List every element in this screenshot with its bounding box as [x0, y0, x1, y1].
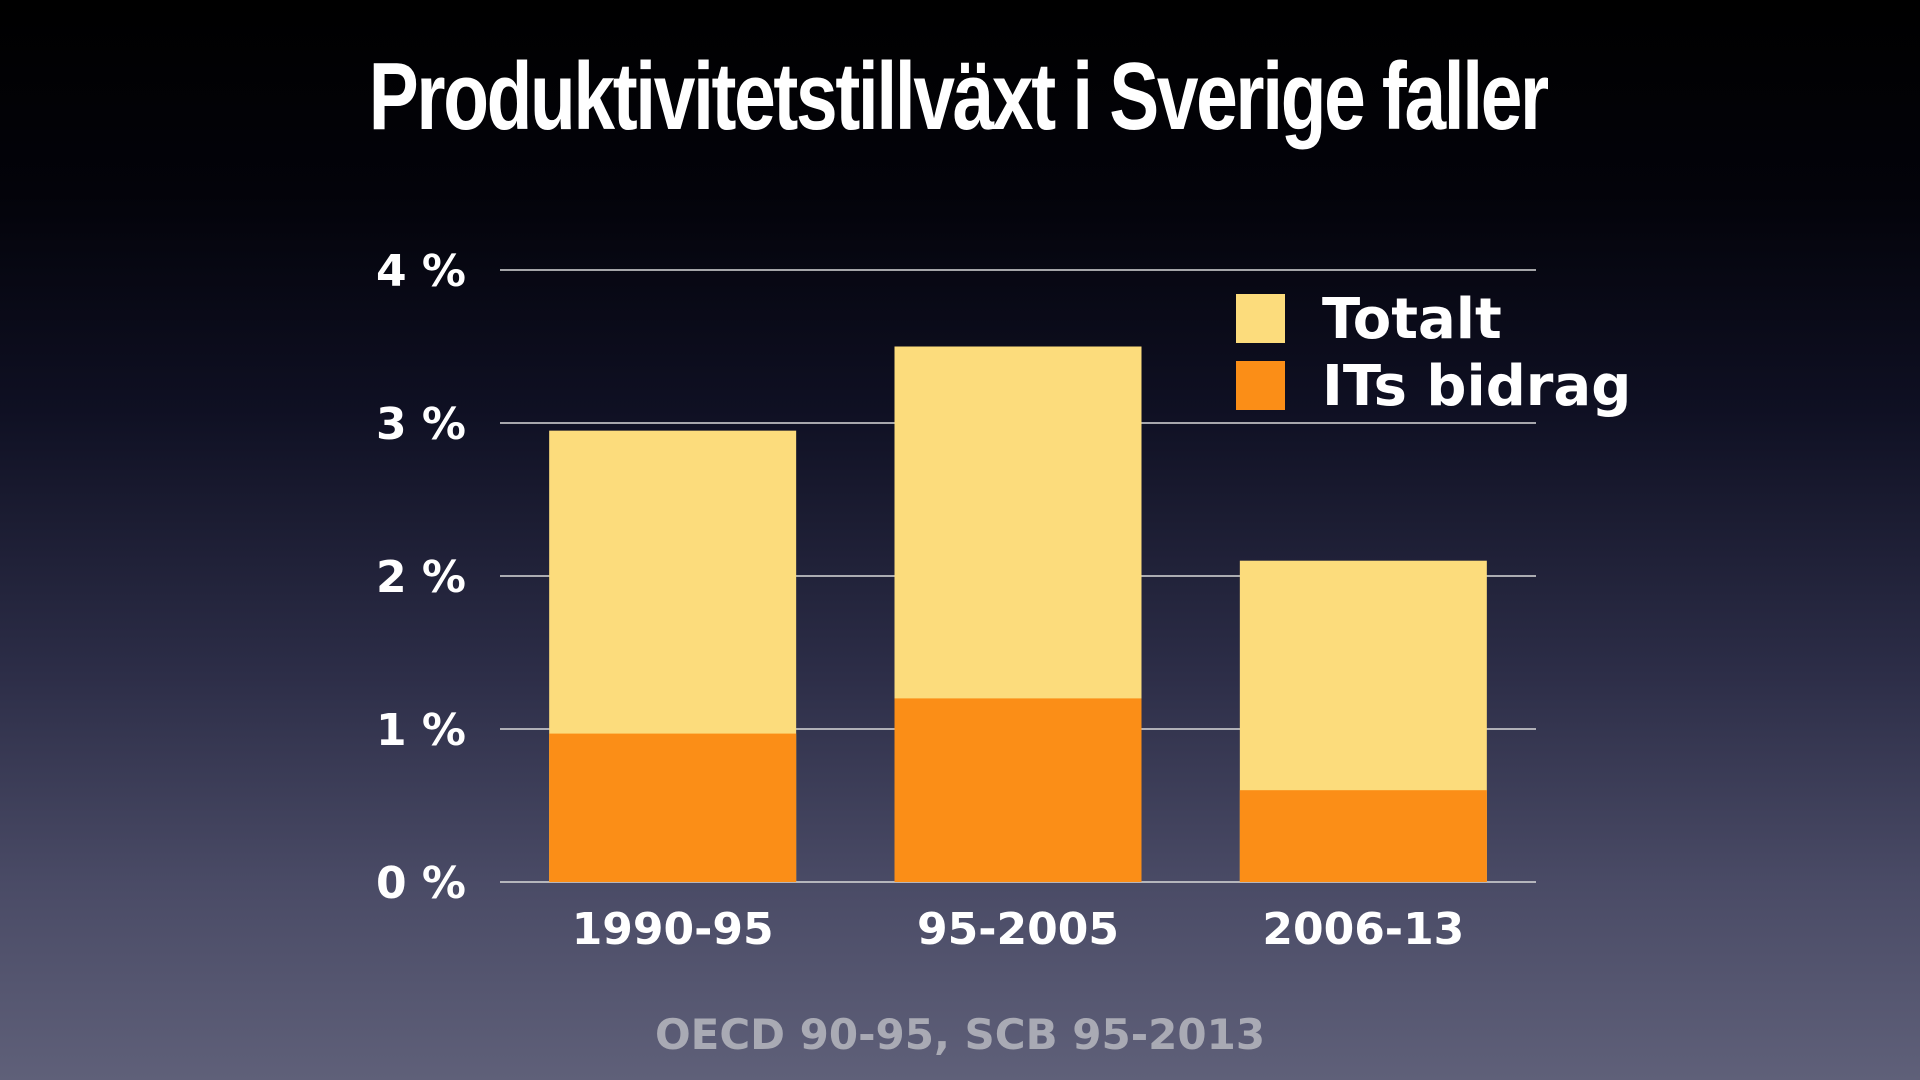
legend-label: Totalt [1322, 287, 1502, 352]
bars [549, 346, 1487, 882]
y-tick-label: 3 % [376, 399, 466, 450]
category-label: 1990-95 [572, 904, 774, 955]
legend-swatch-totalt [1236, 294, 1285, 343]
category-labels: 1990-95 95-2005 2006-13 [572, 904, 1465, 955]
y-tick-label: 1 % [376, 705, 466, 756]
y-tick-label: 0 % [376, 858, 466, 909]
bar-its-bidrag [1239, 790, 1487, 882]
y-tick-label: 4 % [376, 246, 466, 297]
legend-label: ITs bidrag [1322, 354, 1631, 419]
category-label: 95-2005 [917, 904, 1119, 955]
category-label: 2006-13 [1262, 904, 1464, 955]
y-tick-labels: 0 % 1 % 2 % 3 % 4 % [376, 246, 466, 909]
bar-its-bidrag [549, 733, 797, 882]
bar-its-bidrag [894, 698, 1142, 882]
chart-title: Produktivitetstillväxt i Sverige faller [368, 43, 1549, 150]
source-note: OECD 90-95, SCB 95-2013 [654, 1010, 1266, 1059]
legend-swatch-its-bidrag [1236, 361, 1285, 410]
y-tick-label: 2 % [376, 552, 466, 603]
